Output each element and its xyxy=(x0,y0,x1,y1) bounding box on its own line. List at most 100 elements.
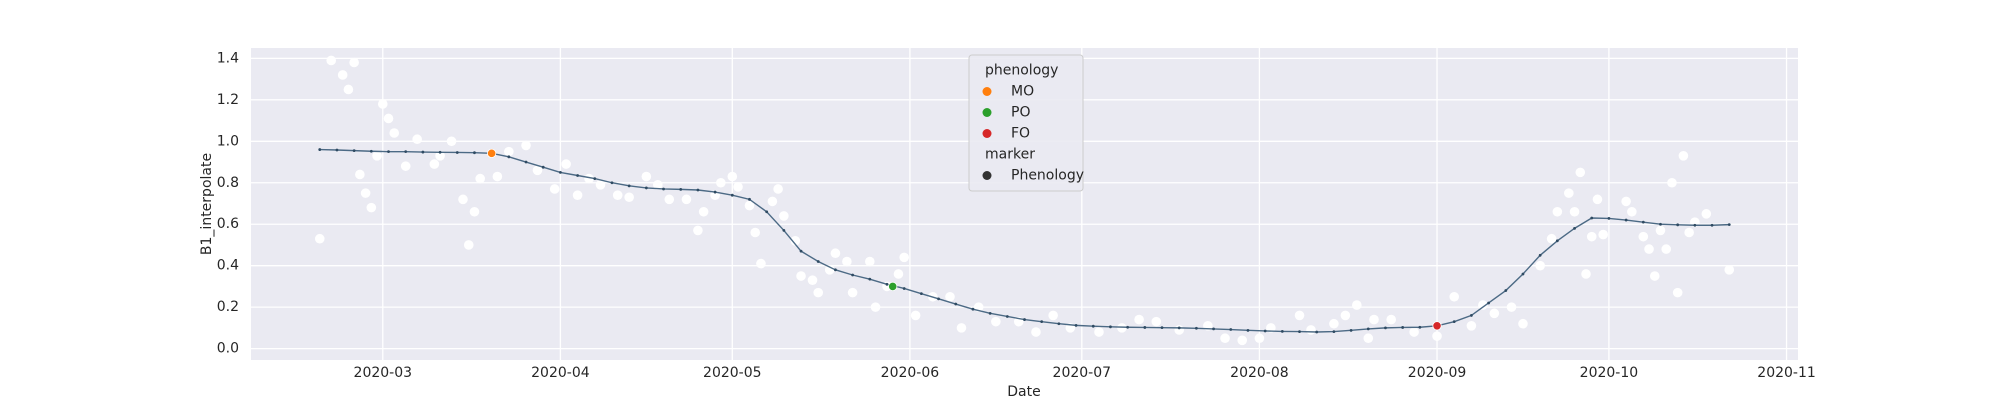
line-point xyxy=(1452,320,1456,324)
legend-swatch xyxy=(982,129,992,138)
observation-point xyxy=(1518,318,1528,329)
line-point xyxy=(799,249,803,253)
y-tick-label: 1.4 xyxy=(217,50,239,66)
observation-point xyxy=(1432,331,1442,341)
line-point xyxy=(1573,226,1576,230)
line-point xyxy=(988,311,992,315)
observation-point xyxy=(377,99,388,109)
observation-point xyxy=(435,151,445,161)
observation-point xyxy=(847,287,858,298)
x-axis-label: Date xyxy=(1007,384,1040,400)
observation-point xyxy=(1621,196,1631,207)
legend-title: marker xyxy=(985,147,1035,163)
phenology-point xyxy=(1432,321,1442,331)
observation-point xyxy=(572,190,583,200)
observation-point xyxy=(549,184,560,194)
line-point xyxy=(627,184,631,188)
line-point xyxy=(748,197,751,201)
observation-point xyxy=(1340,310,1351,321)
line-point xyxy=(473,151,476,155)
observation-point xyxy=(1535,260,1545,271)
line-point xyxy=(730,193,734,197)
x-tick-label: 2020-03 xyxy=(354,365,413,381)
line-point xyxy=(644,186,648,190)
observation-point xyxy=(469,206,480,217)
line-point xyxy=(421,150,425,154)
observation-point xyxy=(1363,333,1374,344)
line-point xyxy=(1384,326,1387,330)
x-tick-label: 2020-07 xyxy=(1053,365,1112,381)
observation-point xyxy=(521,140,531,151)
line-point xyxy=(1332,330,1336,333)
line-point xyxy=(919,292,923,296)
observation-point xyxy=(1701,209,1712,219)
line-point xyxy=(318,148,322,151)
observation-point xyxy=(807,275,818,285)
observation-point xyxy=(1581,269,1591,279)
line-point xyxy=(1727,223,1731,227)
observation-point xyxy=(475,173,485,184)
observation-point xyxy=(463,240,474,250)
observation-point xyxy=(612,190,623,200)
observation-point xyxy=(1237,335,1248,346)
line-point xyxy=(765,210,769,214)
observation-point xyxy=(1592,194,1603,205)
observation-point xyxy=(1306,325,1316,335)
observation-point xyxy=(681,194,692,205)
observation-point xyxy=(1134,314,1144,325)
legend-label: MO xyxy=(1011,84,1034,100)
line-point xyxy=(507,155,511,159)
observation-point xyxy=(1048,310,1058,321)
line-point xyxy=(1693,223,1697,227)
observation-point xyxy=(372,151,382,161)
observation-point xyxy=(1254,333,1265,344)
line-point xyxy=(438,150,442,154)
observation-point xyxy=(1724,265,1735,275)
observation-point xyxy=(842,256,852,267)
observation-point xyxy=(893,269,904,279)
observation-point xyxy=(314,233,325,244)
line-point xyxy=(404,150,408,154)
line-point xyxy=(576,174,579,177)
line-point xyxy=(1212,327,1215,331)
line-point xyxy=(1607,217,1611,220)
observation-point xyxy=(733,182,743,192)
observation-point xyxy=(1569,206,1580,217)
observation-point xyxy=(1546,233,1557,244)
observation-point xyxy=(337,70,348,80)
observation-point xyxy=(767,196,778,207)
line-point xyxy=(1005,315,1009,318)
line-point xyxy=(559,170,562,174)
observation-point xyxy=(1667,177,1677,188)
line-point xyxy=(1143,326,1147,329)
legend-label: PO xyxy=(1011,105,1030,121)
legend: phenology MO PO FO marker Phenology xyxy=(968,54,1084,192)
observation-point xyxy=(1352,300,1362,310)
observation-point xyxy=(1627,206,1637,217)
line-point xyxy=(662,187,665,191)
observation-point xyxy=(492,171,503,182)
line-point xyxy=(541,165,545,169)
line-point xyxy=(1280,329,1284,333)
observation-point xyxy=(744,200,755,211)
line-point xyxy=(713,190,717,194)
y-axis-label: B1_interpolate xyxy=(199,153,215,255)
observation-point xyxy=(326,55,337,66)
observation-point xyxy=(504,146,514,157)
y-tick-label: 0.6 xyxy=(217,216,239,232)
observation-point xyxy=(1672,287,1683,298)
y-tick-label: 1.0 xyxy=(217,133,239,149)
marks xyxy=(314,55,1735,346)
line-point xyxy=(610,181,614,185)
observation-point xyxy=(1294,310,1305,321)
line-point xyxy=(1538,253,1542,257)
observation-point xyxy=(779,211,789,221)
y-tick-label: 0.4 xyxy=(217,258,239,274)
observation-point xyxy=(790,235,801,246)
line-point xyxy=(902,287,906,290)
observation-point xyxy=(796,271,806,281)
observation-point xyxy=(624,192,634,203)
observation-point xyxy=(429,159,440,169)
line-point xyxy=(1590,216,1594,220)
